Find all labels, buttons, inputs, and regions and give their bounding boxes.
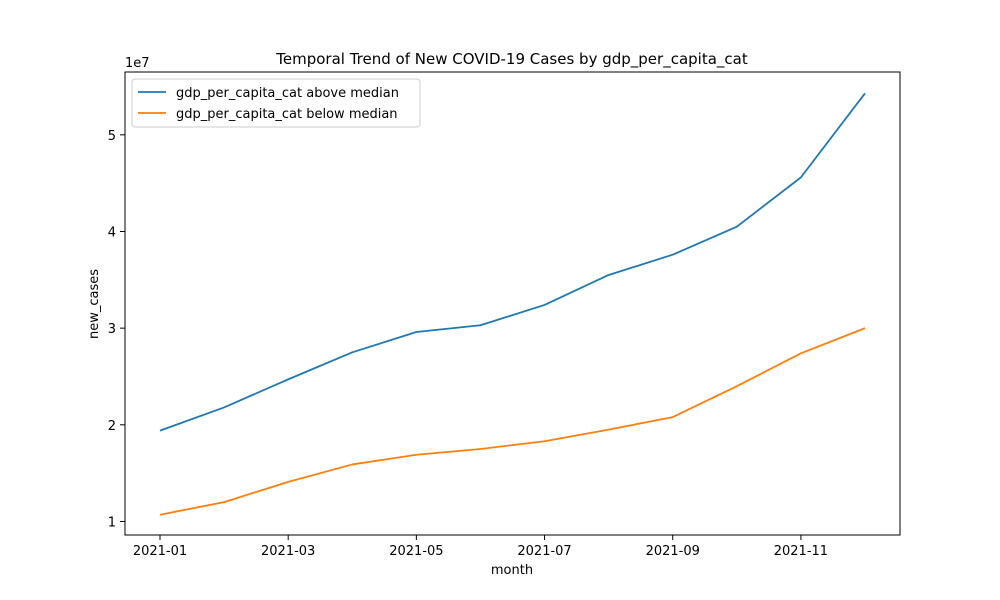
series-line-2 xyxy=(159,327,866,516)
y-scale-label: 1e7 xyxy=(125,56,150,71)
x-tick-label: 2021-07 xyxy=(517,544,571,559)
legend-label-1: gdp_per_capita_cat above median xyxy=(176,86,399,101)
x-tick-label: 2021-11 xyxy=(774,544,828,559)
y-axis-label: new_cases xyxy=(87,269,102,339)
y-tick-label: 4 xyxy=(108,225,116,240)
x-tick-label: 2021-05 xyxy=(389,544,443,559)
x-tick-label: 2021-01 xyxy=(133,544,187,559)
y-tick-label: 1 xyxy=(108,515,116,530)
x-tick-label: 2021-09 xyxy=(646,544,700,559)
y-tick-label: 5 xyxy=(108,129,116,144)
legend-label-2: gdp_per_capita_cat below median xyxy=(176,107,398,122)
series-line-1 xyxy=(159,92,866,432)
x-tick-label: 2021-03 xyxy=(261,544,315,559)
x-axis-label: month xyxy=(491,563,533,578)
plot-area: 2021-01 2021-03 2021-05 2021-07 2021-09 2021-… xyxy=(108,71,901,559)
axes-frame xyxy=(124,71,901,536)
y-tick-label: 3 xyxy=(108,322,116,337)
chart-title: Temporal Trend of New COVID-19 Cases by … xyxy=(275,50,748,69)
y-tick-label: 2 xyxy=(108,419,116,434)
legend-box xyxy=(131,78,421,128)
